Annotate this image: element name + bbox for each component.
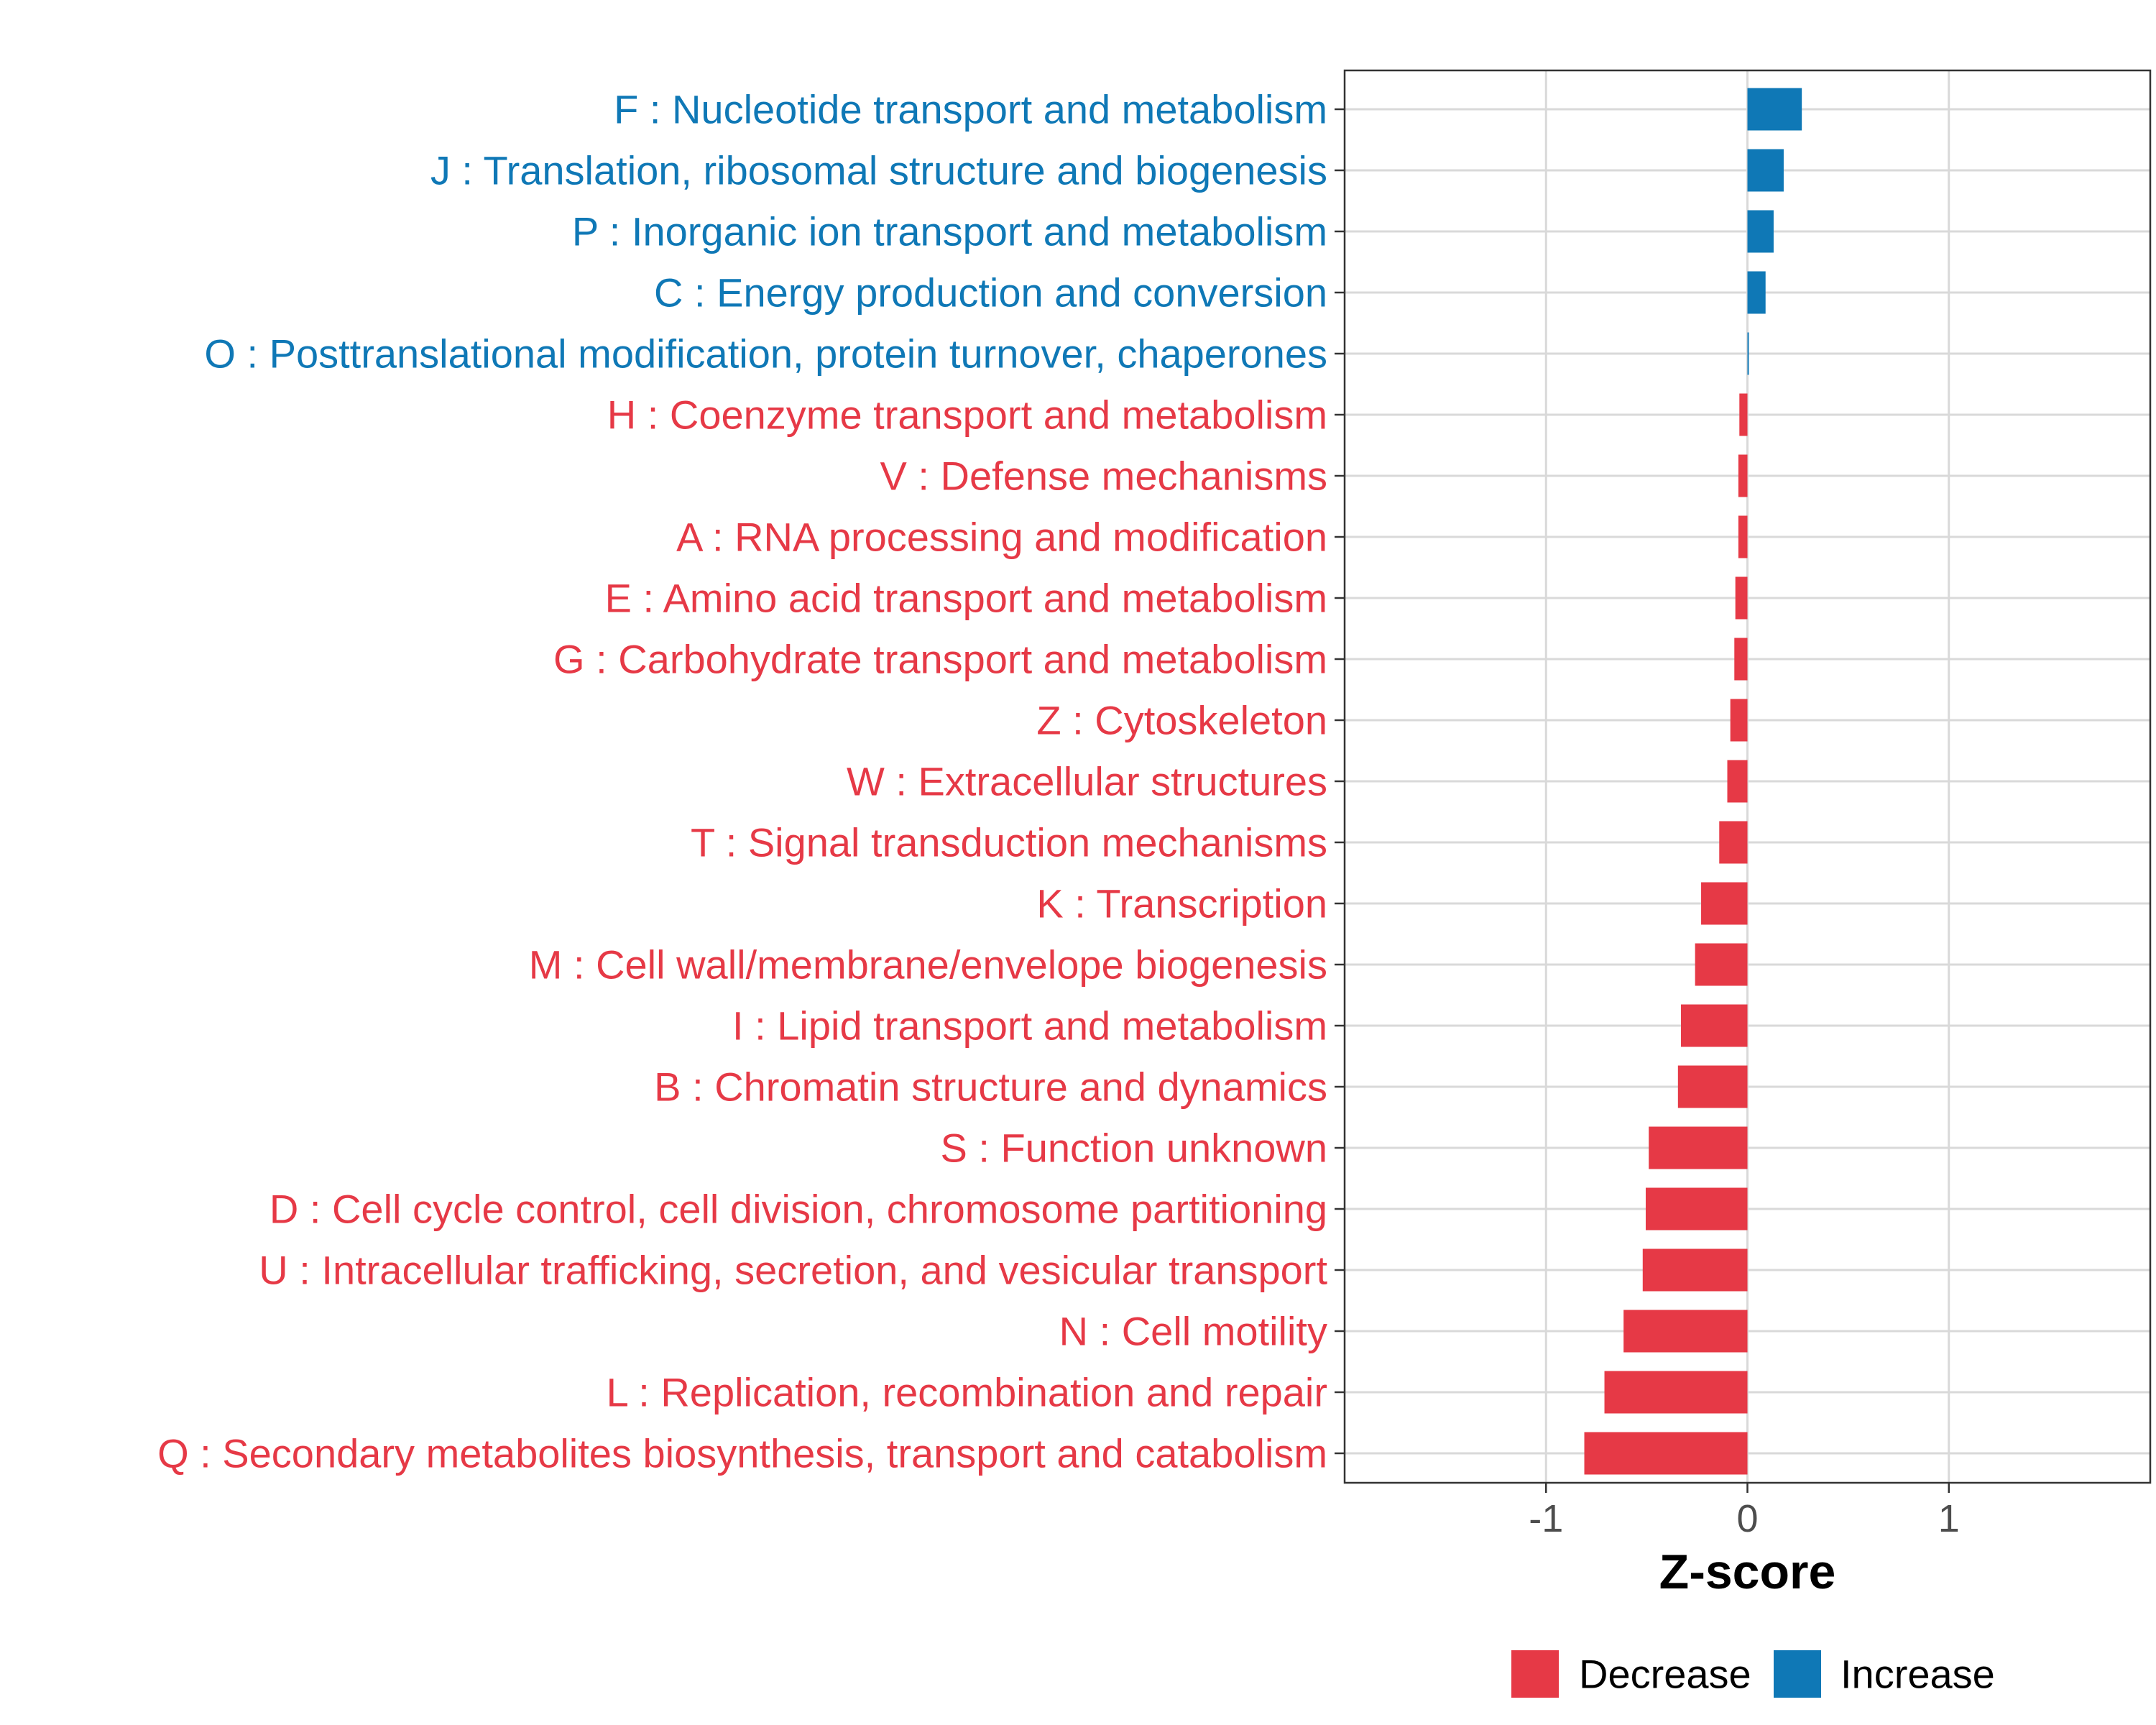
x-tick-label: 1 bbox=[1938, 1497, 1960, 1540]
bar-o bbox=[1747, 332, 1749, 375]
bar-n bbox=[1623, 1310, 1748, 1353]
bar-k bbox=[1701, 882, 1748, 925]
bar-w bbox=[1727, 760, 1748, 803]
category-label: T : Signal transduction mechanisms bbox=[691, 820, 1327, 865]
x-tick-label: 0 bbox=[1736, 1497, 1758, 1540]
bar-f bbox=[1747, 88, 1802, 131]
legend: Decrease Increase bbox=[1511, 1650, 1995, 1698]
legend-swatch-increase bbox=[1774, 1650, 1821, 1698]
category-label: J : Translation, ribosomal structure and… bbox=[430, 148, 1327, 193]
bar-h bbox=[1739, 393, 1748, 436]
bar-z bbox=[1730, 699, 1748, 742]
category-label: A : RNA processing and modification bbox=[676, 515, 1327, 560]
bar-l bbox=[1604, 1371, 1748, 1414]
category-label: H : Coenzyme transport and metabolism bbox=[607, 392, 1327, 438]
bar-t bbox=[1719, 821, 1748, 864]
category-label: D : Cell cycle control, cell division, c… bbox=[270, 1187, 1327, 1232]
bar-g bbox=[1734, 638, 1748, 681]
bar-v bbox=[1738, 454, 1748, 497]
bar-m bbox=[1695, 943, 1748, 986]
category-label: L : Replication, recombination and repai… bbox=[607, 1370, 1327, 1415]
category-label: S : Function unknown bbox=[940, 1126, 1327, 1171]
bar-a bbox=[1738, 515, 1748, 558]
bar-e bbox=[1735, 576, 1748, 620]
bar-j bbox=[1747, 149, 1784, 192]
bar-b bbox=[1677, 1065, 1748, 1108]
bar-i bbox=[1681, 1004, 1748, 1047]
category-label: P : Inorganic ion transport and metaboli… bbox=[572, 209, 1327, 254]
category-label: Q : Secondary metabolites biosynthesis, … bbox=[157, 1431, 1327, 1476]
category-label: M : Cell wall/membrane/envelope biogenes… bbox=[529, 942, 1327, 988]
category-labels: F : Nucleotide transport and metabolism J… bbox=[157, 87, 1327, 1476]
x-axis-title: Z-score bbox=[1659, 1545, 1836, 1599]
category-label: G : Carbohydrate transport and metabolis… bbox=[553, 637, 1327, 682]
category-label: Z : Cytoskeleton bbox=[1036, 698, 1327, 743]
x-axis-ticks: -1 0 1 bbox=[1529, 1483, 1960, 1540]
category-label: I : Lipid transport and metabolism bbox=[732, 1003, 1327, 1049]
y-axis-ticks bbox=[1335, 108, 1345, 1455]
category-label: K : Transcription bbox=[1036, 881, 1327, 926]
category-label: B : Chromatin structure and dynamics bbox=[654, 1064, 1327, 1110]
bar-d bbox=[1645, 1187, 1748, 1230]
category-label: W : Extracellular structures bbox=[847, 759, 1327, 804]
bar-c bbox=[1747, 271, 1766, 314]
category-label: U : Intracellular trafficking, secretion… bbox=[259, 1248, 1327, 1293]
bar-p bbox=[1747, 210, 1774, 253]
bar-layer bbox=[1584, 88, 1802, 1475]
category-label: N : Cell motility bbox=[1059, 1309, 1327, 1354]
legend-swatch-decrease bbox=[1511, 1650, 1559, 1698]
category-label: C : Energy production and conversion bbox=[654, 270, 1327, 316]
category-label: E : Amino acid transport and metabolism bbox=[605, 576, 1327, 621]
category-label: O : Posttranslational modification, prot… bbox=[204, 331, 1327, 377]
x-tick-label: -1 bbox=[1529, 1497, 1563, 1540]
legend-label-decrease: Decrease bbox=[1579, 1652, 1751, 1697]
bar-q bbox=[1584, 1432, 1748, 1475]
category-label: V : Defense mechanisms bbox=[880, 454, 1327, 499]
bar-s bbox=[1649, 1126, 1748, 1169]
legend-label-increase: Increase bbox=[1841, 1652, 1995, 1697]
category-label: F : Nucleotide transport and metabolism bbox=[614, 87, 1327, 132]
bar-u bbox=[1642, 1248, 1748, 1292]
